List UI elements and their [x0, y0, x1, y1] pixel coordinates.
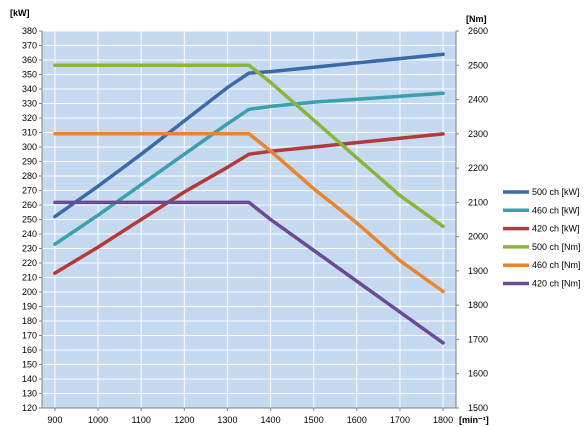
- series-lines: [53, 52, 445, 345]
- right-tick-label: 2300: [468, 129, 488, 139]
- x-tick-label: 1600: [347, 415, 367, 425]
- right-tick-label: 2600: [468, 26, 488, 36]
- grid-lines: [42, 30, 456, 409]
- right-tick-label: 1600: [468, 369, 488, 379]
- left-tick-label: 220: [22, 258, 37, 268]
- legend-label: 500 ch [kW]: [532, 187, 580, 197]
- right-tick-label: 1800: [468, 300, 488, 310]
- left-tick-label: 190: [22, 302, 37, 312]
- right-tick-label: 2200: [468, 163, 488, 173]
- left-tick-label: 180: [22, 316, 37, 326]
- x-tick-label: 1400: [261, 415, 281, 425]
- left-tick-label: 160: [22, 345, 37, 355]
- left-tick-label: 240: [22, 229, 37, 239]
- left-tick-label: 310: [22, 128, 37, 138]
- series-line-6: [53, 200, 445, 345]
- x-tick-label: 1000: [88, 415, 108, 425]
- left-tick-label: 210: [22, 273, 37, 283]
- legend-label: 420 ch [kW]: [532, 224, 580, 234]
- right-tick-label: 1900: [468, 266, 488, 276]
- left-axis-ticks: 120 130 140 150 160 170 180 190 200 210 220 230 240 2…: [22, 26, 42, 413]
- x-axis-label: [min⁻¹]: [459, 415, 489, 425]
- x-tick-label: 1700: [390, 415, 410, 425]
- left-tick-label: 330: [22, 99, 37, 109]
- left-tick-label: 120: [22, 403, 37, 413]
- right-tick-label: 2400: [468, 95, 488, 105]
- x-tick-label: 1100: [132, 415, 151, 425]
- left-tick-label: 250: [22, 215, 37, 225]
- series-line-1: [53, 52, 445, 219]
- x-tick-label: 1200: [174, 415, 194, 425]
- x-tick-label: 1800: [433, 415, 453, 425]
- left-tick-label: 140: [22, 374, 37, 384]
- series-line-5: [53, 132, 445, 294]
- x-tick-label: 900: [47, 415, 62, 425]
- legend-label: 460 ch [Nm]: [532, 260, 581, 270]
- x-tick-label: 1500: [304, 415, 324, 425]
- left-tick-label: 320: [22, 113, 37, 123]
- left-tick-label: 170: [22, 331, 37, 341]
- left-tick-label: 230: [22, 244, 37, 254]
- left-tick-label: 380: [22, 26, 37, 36]
- series-line-4: [53, 63, 445, 229]
- left-tick-label: 150: [22, 360, 37, 370]
- left-tick-label: 290: [22, 157, 37, 167]
- x-axis-ticks: 900 1000 1100 1200 1300 1400 1500 1600 1700 1800: [47, 408, 453, 425]
- right-tick-label: 2000: [468, 232, 488, 242]
- legend-label: 460 ch [kW]: [532, 205, 580, 215]
- series-line-3: [53, 132, 445, 275]
- left-tick-label: 280: [22, 171, 37, 181]
- right-axis-ticks: 1500 1600 1700 1800 1900 2000 2100 2200 2300 2400…: [456, 26, 488, 413]
- right-tick-label: 1700: [468, 334, 488, 344]
- left-tick-label: 300: [22, 142, 37, 152]
- series-line-2: [53, 91, 445, 246]
- right-tick-label: 1500: [468, 403, 488, 413]
- legend-label: 420 ch [Nm]: [532, 279, 581, 289]
- left-tick-label: 350: [22, 70, 37, 80]
- left-axis-label: [kW]: [10, 8, 30, 18]
- right-tick-label: 2100: [468, 197, 488, 207]
- left-tick-label: 370: [22, 41, 37, 51]
- right-tick-label: 2500: [468, 60, 488, 70]
- legend-label: 500 ch [Nm]: [532, 242, 581, 252]
- left-tick-label: 260: [22, 200, 37, 210]
- legend: 500 ch [kW] 460 ch [kW] 420 ch [kW] 500 ch …: [503, 187, 581, 289]
- left-tick-label: 340: [22, 84, 37, 94]
- left-tick-label: 270: [22, 186, 37, 196]
- left-tick-label: 130: [22, 389, 37, 399]
- x-tick-label: 1300: [217, 415, 237, 425]
- left-tick-label: 200: [22, 287, 37, 297]
- right-axis-label: [Nm]: [466, 14, 487, 24]
- left-tick-label: 360: [22, 55, 37, 65]
